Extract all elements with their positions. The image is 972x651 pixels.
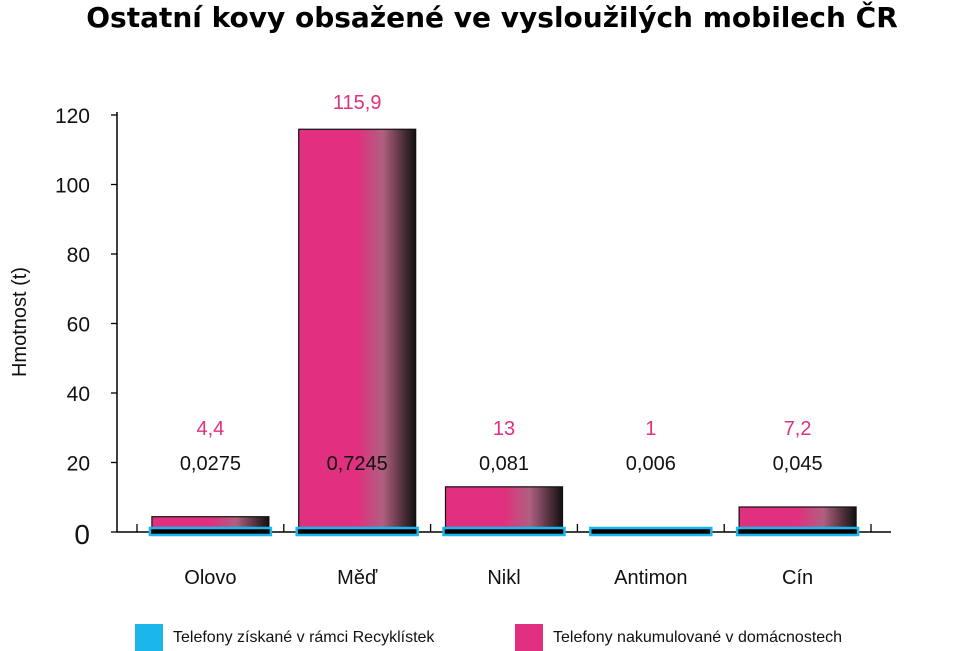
data-label-domacnosti: 7,2: [784, 418, 812, 440]
category-label: Antimon: [614, 567, 687, 589]
data-label-domacnosti: 1: [645, 418, 656, 440]
bar-recyklistek: [735, 526, 860, 537]
bar-recyklistek: [148, 526, 273, 537]
data-label-recyklistek: 0,045: [773, 453, 823, 475]
y-tick-label: 100: [55, 175, 90, 198]
y-axis-label: Hmotnost (t): [9, 267, 31, 377]
y-tick-label: 120: [55, 105, 90, 128]
y-ticks: 0 20 40 60 80 100 120: [55, 105, 117, 550]
category-label: Nikl: [487, 567, 520, 589]
data-label-domacnosti: 4,4: [196, 418, 224, 440]
data-label-domacnosti: 13: [493, 418, 515, 440]
category-label: Olovo: [184, 567, 236, 589]
y-tick-label: 60: [67, 314, 90, 337]
legend-swatch: [515, 624, 543, 651]
legend-swatch: [135, 624, 163, 651]
legend-label: Telefony získané v rámci Recyklístek: [173, 629, 435, 646]
data-label-recyklistek: 0,081: [479, 453, 529, 475]
y-tick-label: 40: [67, 383, 90, 406]
legend: Telefony získané v rámci Recyklístek Tele…: [135, 624, 842, 651]
data-label-recyklistek: 0,0275: [180, 453, 241, 475]
chart-title: Ostatní kovy obsažené ve vysloužilých mo…: [86, 0, 898, 34]
category-label: Měď: [337, 567, 378, 589]
data-label-domacnosti: 115,9: [333, 92, 382, 114]
y-tick-label: 80: [67, 244, 90, 267]
category-label: Cín: [782, 567, 813, 589]
data-labels: 4,4 0,0275 115,9 0,7245 13 0,081 1 0,006 7,2 0,04…: [180, 92, 823, 475]
bar-domacnosti: [444, 486, 564, 533]
category-labels: Olovo Měď Nikl Antimon Cín: [184, 567, 813, 589]
bar-recyklistek: [589, 526, 713, 537]
bar-domacnosti: [298, 128, 417, 533]
y-tick-label: 0: [74, 519, 90, 550]
bars: [148, 128, 860, 537]
data-label-recyklistek: 0,7245: [327, 453, 388, 475]
bar-recyklistek: [295, 526, 419, 537]
legend-label: Telefony nakumulované v domácnostech: [553, 629, 842, 646]
y-tick-label: 20: [67, 453, 90, 476]
data-label-recyklistek: 0,006: [626, 453, 676, 475]
bar-recyklistek: [442, 526, 566, 537]
